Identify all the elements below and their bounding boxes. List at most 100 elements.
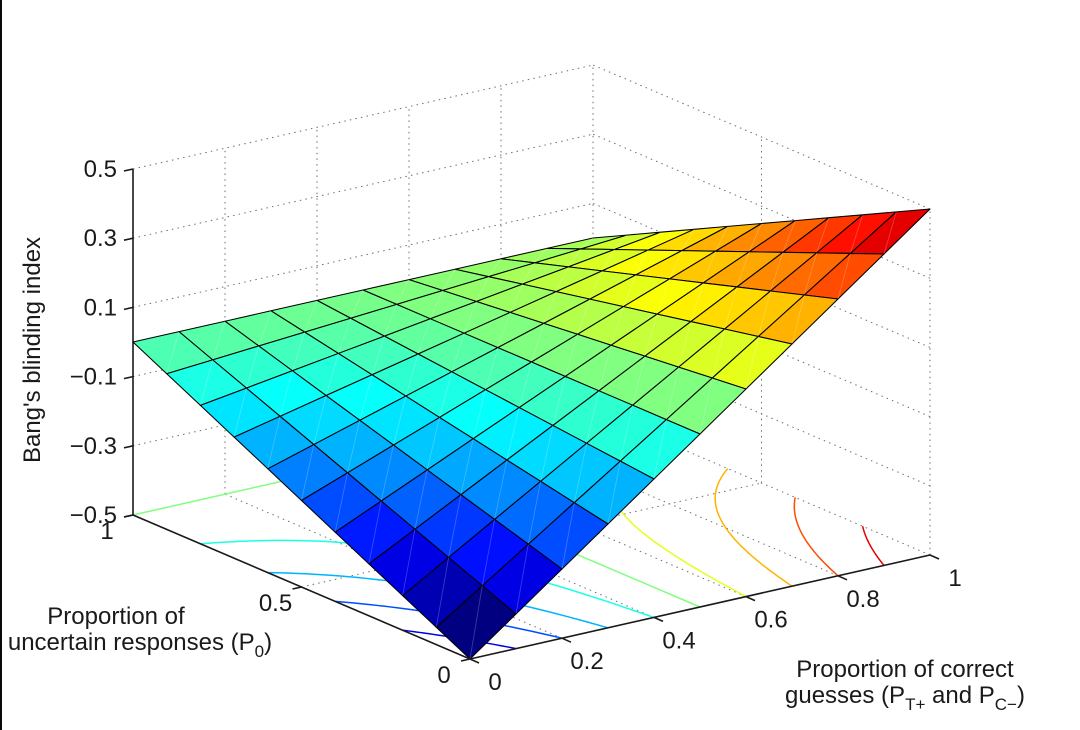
surface-cell-triangulation-line xyxy=(451,333,465,372)
x-tick-mark xyxy=(745,595,756,602)
surface-cell-triangulation-line xyxy=(442,268,456,291)
surface-cell-triangulation-line xyxy=(506,407,520,461)
grid-line xyxy=(592,341,931,487)
axis-labels: Bang's blinding index 0.5 0.3 0.1 −0.1 −0.3 −… xyxy=(8,156,1025,714)
surface-cell-triangulation-line xyxy=(552,376,566,426)
z-tick-mark xyxy=(123,445,134,449)
surface-cell-triangulation-line xyxy=(745,336,759,390)
surface-cell-triangulation-line xyxy=(380,445,394,502)
x-axis-title: Proportion of correct xyxy=(796,656,1014,683)
z-tick-mark xyxy=(123,306,134,311)
grid-line xyxy=(592,410,931,556)
surface-cell-triangulation-line xyxy=(647,231,661,251)
x-tick-mark xyxy=(929,554,940,560)
x-tick-label: 0.8 xyxy=(846,586,879,613)
surface-cell-triangulation-line xyxy=(614,234,628,250)
x-tick-mark xyxy=(469,658,480,664)
surface-cell-triangulation-line xyxy=(573,443,588,503)
x-tick-label: 0.4 xyxy=(662,627,695,654)
surface-cell-triangulation-line xyxy=(313,395,327,445)
surface-cell-triangulation-line xyxy=(371,335,385,375)
surface-cell-triangulation-line xyxy=(577,298,591,335)
surface-cell-triangulation-line xyxy=(711,328,726,379)
grid-line xyxy=(132,133,594,239)
surface-cell-triangulation-line xyxy=(463,301,477,334)
surface-cell-triangulation-line xyxy=(383,304,398,337)
surface-cell-triangulation-line xyxy=(803,252,818,296)
surface-cell-triangulation-line xyxy=(883,211,897,255)
surface-cell-triangulation-line xyxy=(417,318,431,355)
surface-cell-triangulation-line xyxy=(644,313,658,357)
surface-cell-triangulation-line xyxy=(522,262,536,285)
surface-cell-triangulation-line xyxy=(770,252,784,292)
surface-cell-triangulation-line xyxy=(531,323,545,363)
z-tick-label: −0.3 xyxy=(70,433,117,460)
surface-cell-triangulation-line xyxy=(497,312,511,348)
surface-cell-triangulation-line xyxy=(426,417,440,470)
surface-cell-triangulation-line xyxy=(337,318,352,354)
surface-cell-triangulation-line xyxy=(589,270,603,300)
x-tick-mark xyxy=(653,616,664,623)
surface-cell-triangulation-line xyxy=(610,306,624,346)
surface-cell-triangulation-line xyxy=(258,310,272,347)
surface-cell xyxy=(435,585,517,660)
xy-axes xyxy=(123,514,940,664)
surface-cell-triangulation-line xyxy=(607,461,621,525)
surface-cell-triangulation-line xyxy=(681,229,695,251)
surface-cell-triangulation-line xyxy=(212,321,226,360)
surface-cell-triangulation-line xyxy=(816,217,830,254)
y-tick-label: 0 xyxy=(437,662,450,689)
surface-cell-triangulation-line xyxy=(791,294,805,345)
surface-cell-triangulation-line xyxy=(555,266,569,292)
surface-cell-triangulation-line xyxy=(690,282,704,322)
surface-cell-triangulation-line xyxy=(199,359,214,406)
surface-cell-triangulation-line xyxy=(460,438,474,495)
z-tick-label: −0.1 xyxy=(70,364,117,391)
surface-cell-triangulation-line xyxy=(472,389,486,439)
surface-cell-triangulation-line xyxy=(837,253,851,300)
surface-cell-triangulation-line xyxy=(715,226,729,252)
surface-cell-triangulation-line xyxy=(488,258,502,277)
surface-cell-triangulation-line xyxy=(527,481,542,545)
surface-cell-triangulation-line xyxy=(304,300,318,333)
surface-cell-triangulation-line xyxy=(757,290,772,337)
surface-cell-triangulation-line xyxy=(448,494,462,558)
surface-cell-triangulation-line xyxy=(632,356,646,406)
surface-cell-triangulation-line xyxy=(540,425,554,482)
surface-cell-triangulation-line xyxy=(435,557,450,628)
grid-line xyxy=(592,64,931,210)
surface-cell-triangulation-line xyxy=(724,286,738,330)
surface-cell-triangulation-line xyxy=(429,290,444,319)
surface-cell-triangulation-line xyxy=(509,283,523,313)
z-axis-title: Bang's blinding index xyxy=(19,237,46,463)
surface-cell-triangulation-line xyxy=(396,279,410,305)
surface-cell-triangulation-line xyxy=(291,331,306,371)
surface-cell-triangulation-line xyxy=(534,248,548,264)
floor-contour-line xyxy=(793,497,839,577)
surface-cell-triangulation-line xyxy=(414,469,428,530)
surface-cell-triangulation-line xyxy=(350,289,364,319)
surface-cell-triangulation-line xyxy=(267,416,281,469)
x-tick-mark xyxy=(561,637,572,643)
x-tick-mark xyxy=(837,575,848,581)
surface-cell-triangulation-line xyxy=(481,519,496,586)
surface-cell-triangulation-line xyxy=(564,334,578,377)
z-tick-label: 0.5 xyxy=(84,156,117,183)
surface-cell-triangulation-line xyxy=(405,353,419,397)
surface-cell-triangulation-line xyxy=(586,390,600,444)
surface-cell-triangulation-line xyxy=(543,291,557,324)
y-tick-label: 1 xyxy=(100,518,113,545)
surface-cell-triangulation-line xyxy=(469,585,483,660)
surface-mesh xyxy=(132,208,931,660)
surface-cell-triangulation-line xyxy=(678,321,692,368)
y-tick-label: 0.5 xyxy=(259,590,292,617)
surface-cell-triangulation-line xyxy=(665,367,680,420)
x-tick-label: 1 xyxy=(948,565,961,592)
surface-cell-triangulation-line xyxy=(359,374,373,421)
z-tick-mark xyxy=(123,168,134,172)
surface-cell-triangulation-line xyxy=(782,220,796,253)
surface-cell-triangulation-line xyxy=(849,214,864,254)
surface-cell-triangulation-line xyxy=(325,353,339,396)
